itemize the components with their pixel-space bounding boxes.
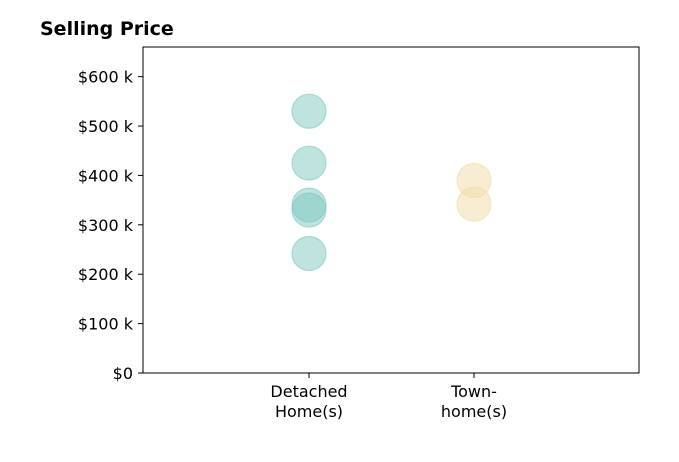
x-tick-label: Town-home(s) [441,382,507,421]
data-point [456,186,492,222]
y-axis: $0 $100 k $200 k $300 k $400 k $500 k $600 k [78,68,143,383]
y-tick-label: $400 k [78,166,134,185]
y-tick-label: $500 k [78,117,134,136]
y-tick-label: $100 k [78,315,134,334]
data-point [291,145,327,181]
data-point [291,192,327,228]
y-tick-label: $200 k [78,265,134,284]
chart-title: Selling Price [40,18,174,40]
plot-frame [142,46,640,374]
y-tick-label: $0 [113,364,133,383]
data-point [291,235,327,272]
y-tick-label: $300 k [78,216,134,235]
y-tick-label: $600 k [78,68,134,87]
data-point [291,93,327,129]
plot-points [291,93,492,272]
x-axis: Detached Home(s) Town-home(s) [270,373,507,421]
x-tick-label: Detached Home(s) [270,382,347,421]
